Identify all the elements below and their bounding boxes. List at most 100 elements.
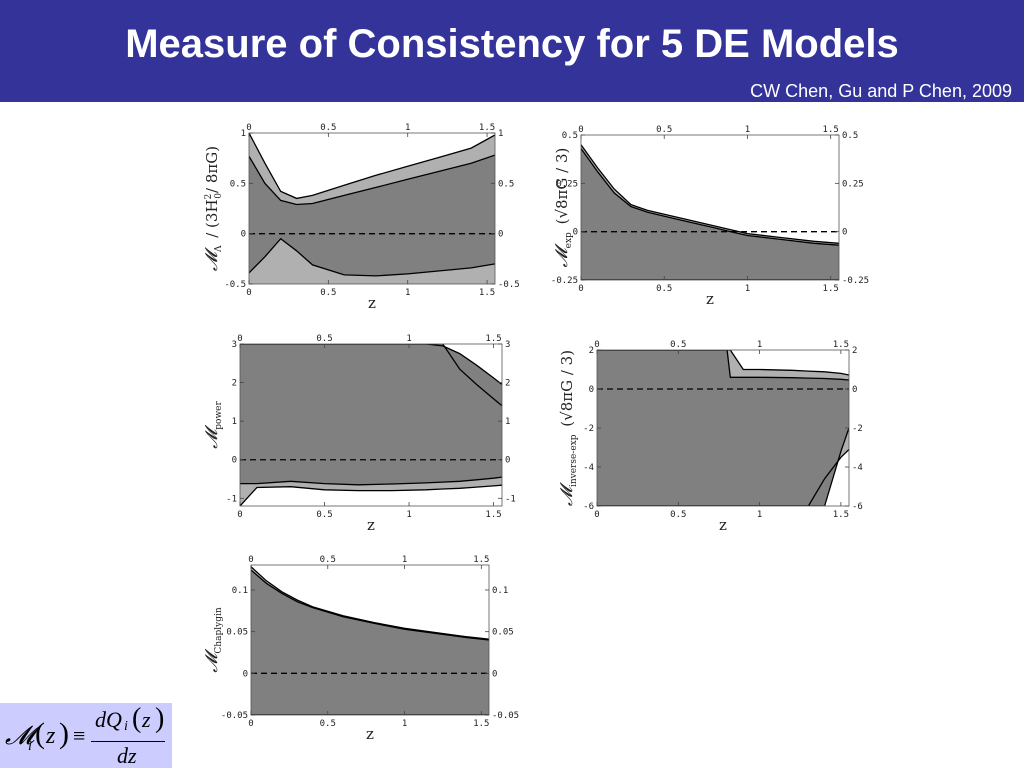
plot-frame (248, 132, 496, 285)
y-tick-label: 0.5 (842, 131, 858, 141)
formula-equiv: ≡ (73, 723, 86, 748)
y-tick-label: 0.1 (232, 586, 248, 596)
x-tick-label: 0.5 (320, 555, 336, 565)
y-tick-label: -2 (583, 424, 594, 434)
x-tick-label: 0 (578, 284, 583, 294)
x-tick-label: 0.5 (320, 123, 336, 133)
plot-frame (239, 343, 503, 507)
y-axis-label: 𝓜exp (√8πG / 3) (552, 148, 574, 268)
x-tick-label: 0 (578, 125, 583, 135)
x-tick-label: 0.5 (316, 510, 332, 520)
x-tick-label: 0.5 (670, 510, 686, 520)
x-tick-label: 0 (248, 555, 253, 565)
y-tick-label: -0.5 (498, 280, 520, 290)
x-tick-label: 0.5 (320, 288, 336, 298)
y-axis-label: 𝓜power (202, 401, 224, 449)
x-axis-label: z (719, 516, 727, 534)
x-tick-label: 0 (237, 510, 242, 520)
x-tick-label: 0 (248, 719, 253, 729)
boundary-inner-upper (249, 154, 495, 206)
y-tick-label: 0 (852, 385, 857, 395)
plot-frame (580, 134, 840, 281)
y-tick-label: -6 (583, 502, 594, 512)
y-tick-label: 1 (241, 129, 246, 139)
y-tick-label: 0 (842, 228, 847, 238)
x-tick-label: 0 (246, 123, 251, 133)
formula-numerator-close: ) (155, 703, 165, 734)
y-tick-label: 0 (492, 669, 497, 679)
formula-numerator-subscript: i (124, 719, 128, 734)
y-tick-label: 2 (232, 379, 237, 389)
y-tick-label: 2 (589, 346, 594, 356)
boundary-inner-upper (597, 350, 849, 381)
plot-area (249, 133, 495, 284)
x-tick-label: 1 (405, 288, 410, 298)
x-tick-label: 0 (594, 340, 599, 350)
plot-area (581, 144, 839, 280)
y-tick-label: -0.05 (492, 711, 519, 721)
formula-subscript: i (28, 739, 32, 754)
x-tick-label: 1.5 (479, 123, 495, 133)
boundary-outer-upper (251, 566, 489, 640)
title-banner: Measure of Consistency for 5 DE Models C… (0, 0, 1024, 102)
y-tick-label: 3 (505, 340, 510, 350)
x-tick-label: 1 (757, 340, 762, 350)
x-tick-label: 0.5 (316, 334, 332, 344)
formula-symbol: 𝓜 (5, 721, 35, 750)
y-tick-label: 1 (505, 417, 510, 427)
y-tick-label: 2 (852, 346, 857, 356)
boundary-inner-upper (251, 569, 489, 641)
boundary-outer-upper (249, 133, 495, 200)
x-axis-label: z (366, 725, 374, 743)
y-tick-label: -4 (583, 463, 594, 473)
y-tick-label: 0 (573, 228, 578, 238)
formula-numerator-var: z (142, 707, 151, 732)
x-tick-label: 1.5 (485, 334, 501, 344)
y-tick-label: 2 (505, 379, 510, 389)
y-tick-label: 0 (232, 456, 237, 466)
band-inner (251, 570, 489, 715)
y-tick-label: 3 (232, 340, 237, 350)
boundary-inner-upper (240, 344, 502, 386)
x-tick-label: 1 (406, 334, 411, 344)
boundary-outer-lower (597, 449, 849, 506)
y-tick-label: -6 (852, 502, 863, 512)
citation: CW Chen, Gu and P Chen, 2009 (750, 81, 1012, 101)
y-axis-label: 𝓜inverse-exp (√8πG / 3) (557, 350, 579, 506)
boundary-inner-lower (240, 476, 502, 486)
y-tick-label: 0.1 (492, 586, 508, 596)
y-axis-label: 𝓜Λ / (3H20/ 8πG) (202, 146, 224, 271)
boundary-outer-lower (240, 484, 502, 506)
boundary-inner-lower (249, 237, 495, 277)
band-inner (249, 155, 495, 276)
formula-numerator-open: ( (132, 703, 142, 734)
y-tick-label: 0 (498, 230, 503, 240)
x-tick-label: 1 (402, 719, 407, 729)
plot-area (240, 344, 502, 506)
plot-area (251, 566, 489, 715)
x-tick-label: 1 (757, 510, 762, 520)
plot-area (597, 350, 849, 506)
y-tick-label: 0.5 (562, 131, 578, 141)
y-tick-label: -4 (852, 463, 863, 473)
x-tick-label: 0.5 (656, 284, 672, 294)
formula-denominator: dz (117, 743, 137, 768)
x-axis-label: z (368, 294, 376, 312)
x-tick-label: 1.5 (473, 555, 489, 565)
x-tick-label: 1 (745, 125, 750, 135)
y-tick-label: -0.25 (842, 276, 869, 286)
y-tick-label: 0.25 (842, 179, 864, 189)
y-tick-label: 0.25 (556, 179, 578, 189)
boundary-outer-upper (240, 344, 502, 407)
y-tick-label: 0.05 (492, 628, 514, 638)
x-tick-label: 1 (745, 284, 750, 294)
x-tick-label: 1 (406, 510, 411, 520)
x-tick-label: 1.5 (473, 719, 489, 729)
y-tick-label: -0.5 (224, 280, 246, 290)
formula-close-paren: ) (59, 717, 69, 750)
formula-fraction-bar (91, 741, 165, 742)
y-tick-label: -0.05 (221, 711, 248, 721)
boundary-inner-lower (597, 427, 849, 506)
